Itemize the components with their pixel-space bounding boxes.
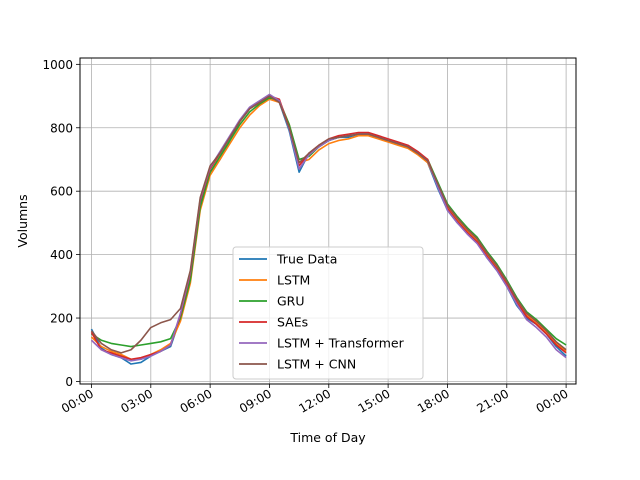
- x-tick-label: 00:00: [534, 386, 571, 415]
- legend-label: GRU: [277, 294, 305, 309]
- x-tick-label: 00:00: [59, 386, 96, 415]
- x-tick-label: 18:00: [415, 386, 452, 415]
- legend-box: [232, 246, 424, 380]
- x-axis-ticks: 00:00 03:00 06:00 09:00 12:00 15:00 18:00 21:00…: [59, 384, 571, 416]
- y-tick-label: 1000: [42, 58, 73, 72]
- x-tick-label: 12:00: [296, 386, 333, 415]
- y-axis-label: Volumns: [15, 194, 30, 247]
- legend-label: LSTM: [277, 273, 310, 288]
- series-lines: [90, 93, 567, 365]
- y-tick-label: 0: [65, 375, 73, 389]
- x-axis-label: Time of Day: [289, 430, 366, 445]
- x-tick-label: 15:00: [356, 386, 393, 415]
- legend-label: True Data: [276, 252, 337, 267]
- legend-label: LSTM + Transformer: [277, 336, 405, 351]
- y-tick-label: 400: [50, 248, 73, 262]
- grid-lines: [80, 58, 576, 384]
- plot-frame: [79, 57, 577, 385]
- legend: True Data LSTM GRU SAEs LSTM + Transformer LS…: [232, 246, 424, 380]
- x-tick-label: 09:00: [237, 386, 274, 415]
- y-tick-label: 800: [50, 121, 73, 135]
- x-tick-label: 03:00: [118, 386, 155, 415]
- x-tick-label: 06:00: [178, 386, 215, 415]
- series-line-4: [90, 93, 567, 362]
- y-tick-label: 600: [50, 185, 73, 199]
- x-tick-label: 21:00: [474, 386, 511, 415]
- y-tick-label: 200: [50, 312, 73, 326]
- series-line-5: [90, 95, 567, 354]
- legend-label: SAEs: [277, 315, 308, 330]
- legend-label: LSTM + CNN: [277, 357, 356, 372]
- y-axis-ticks: 0 200 400 600 800 1000: [42, 58, 80, 389]
